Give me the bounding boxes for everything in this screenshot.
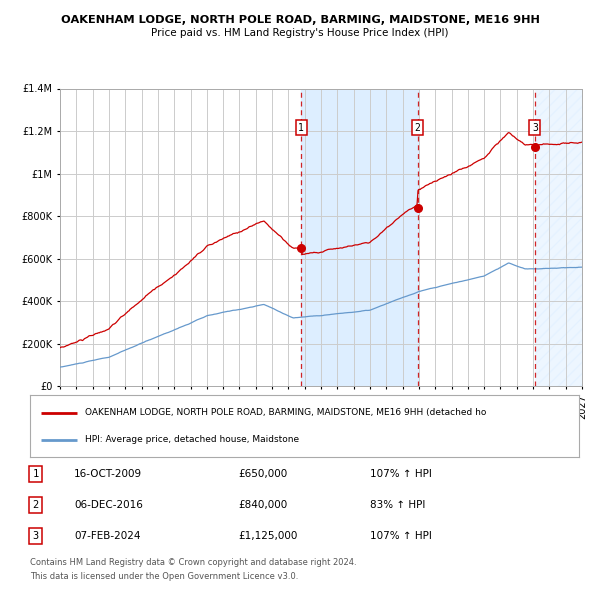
Text: 06-DEC-2016: 06-DEC-2016 [74, 500, 143, 510]
Text: 107% ↑ HPI: 107% ↑ HPI [370, 531, 432, 541]
Text: £1,125,000: £1,125,000 [239, 531, 298, 541]
Text: 16-OCT-2009: 16-OCT-2009 [74, 469, 142, 479]
Text: 07-FEB-2024: 07-FEB-2024 [74, 531, 140, 541]
Text: 107% ↑ HPI: 107% ↑ HPI [370, 469, 432, 479]
Text: 3: 3 [32, 531, 38, 541]
Text: 3: 3 [532, 123, 538, 133]
Text: 2: 2 [32, 500, 38, 510]
Text: OAKENHAM LODGE, NORTH POLE ROAD, BARMING, MAIDSTONE, ME16 9HH: OAKENHAM LODGE, NORTH POLE ROAD, BARMING… [61, 15, 539, 25]
Text: 83% ↑ HPI: 83% ↑ HPI [370, 500, 426, 510]
Bar [535, 88, 590, 386]
Text: HPI: Average price, detached house, Maidstone: HPI: Average price, detached house, Maid… [85, 435, 299, 444]
Text: This data is licensed under the Open Government Licence v3.0.: This data is licensed under the Open Gov… [30, 572, 298, 581]
Text: £840,000: £840,000 [239, 500, 288, 510]
Text: 2: 2 [415, 123, 421, 133]
Bar [301, 88, 418, 386]
Text: £650,000: £650,000 [239, 469, 288, 479]
Text: Price paid vs. HM Land Registry's House Price Index (HPI): Price paid vs. HM Land Registry's House … [151, 28, 449, 38]
Text: OAKENHAM LODGE, NORTH POLE ROAD, BARMING, MAIDSTONE, ME16 9HH (detached ho: OAKENHAM LODGE, NORTH POLE ROAD, BARMING… [85, 408, 486, 417]
Text: 1: 1 [32, 469, 38, 479]
Text: Contains HM Land Registry data © Crown copyright and database right 2024.: Contains HM Land Registry data © Crown c… [30, 558, 356, 566]
Text: 1: 1 [298, 123, 304, 133]
